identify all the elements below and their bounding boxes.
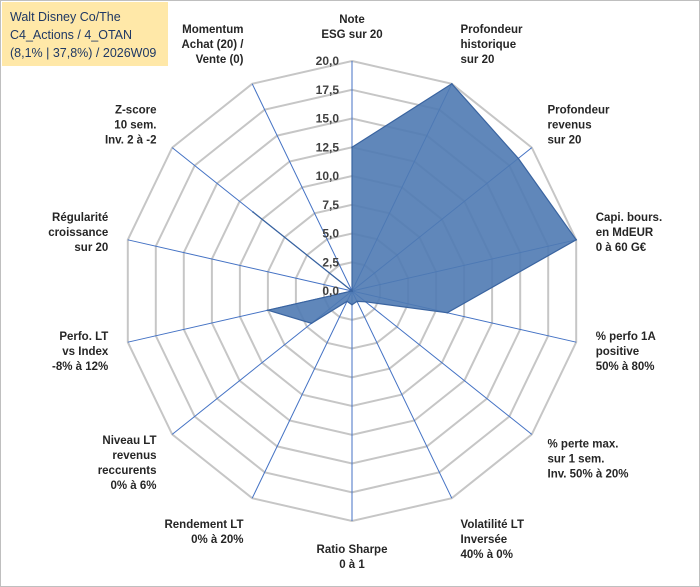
category-label-line: 40% à 0% <box>461 549 513 561</box>
category-label-line: ESG sur 20 <box>321 29 382 41</box>
category-label-line: en MdEUR <box>596 227 654 239</box>
category-label-0: Note ESG sur 20 <box>321 14 382 41</box>
category-label-line: % perte max. <box>548 439 619 451</box>
series-area-0 <box>252 83 578 324</box>
category-label-line: 0 à 1 <box>339 559 365 571</box>
series-point-8 <box>346 300 348 303</box>
tick-label-6: 15,0 <box>316 112 340 126</box>
series-point-9 <box>310 322 313 325</box>
series-point-3 <box>575 239 577 241</box>
category-label-line: 0 à 60 G€ <box>596 242 647 254</box>
category-label-line: Z-score <box>115 104 157 116</box>
category-label-line: Inv. 2 à -2 <box>105 134 157 146</box>
chart-title-line-2: C4_Actions / 4_OTAN <box>10 28 133 42</box>
series-point-12 <box>252 211 254 213</box>
category-label-line: Perfo. LT <box>59 331 108 343</box>
radar-category-labels: Note ESG sur 20 Profondeur historique sur 20… <box>48 14 662 571</box>
category-label-5: % perte max. sur 1 sem. Inv. 50% à 20% <box>548 439 629 481</box>
category-label-10: Perfo. LT vs Index -8% à 12% <box>52 331 109 373</box>
chart-title-box: Walt Disney Co/The C4_Actions / 4_OTAN (… <box>2 2 168 66</box>
category-label-line: sur 1 sem. <box>548 454 605 466</box>
category-label-line: Rendement LT <box>164 519 243 531</box>
tick-label-5: 12,5 <box>316 140 340 154</box>
tick-label-0: 0,0 <box>322 284 339 298</box>
category-label-1: Profondeur historique sur 20 <box>461 24 523 66</box>
category-label-line: sur 20 <box>74 242 108 254</box>
tick-label-3: 7,5 <box>322 198 339 212</box>
category-label-2: Profondeur revenus sur 20 <box>548 104 610 146</box>
category-label-line: 0% à 6% <box>110 480 156 492</box>
category-label-line: Note <box>339 14 365 26</box>
category-label-line: sur 20 <box>548 134 582 146</box>
axis-line-5 <box>351 290 533 435</box>
axis-line-6 <box>351 290 453 499</box>
category-label-line: Inv. 50% à 20% <box>548 469 629 481</box>
category-label-line: croissance <box>48 227 108 239</box>
tick-label-4: 10,0 <box>316 169 340 183</box>
category-label-3: Capi. bours. en MdEUR 0 à 60 G€ <box>596 212 662 254</box>
category-label-line: revenus <box>548 119 592 131</box>
series-point-13 <box>351 290 353 292</box>
category-label-line: reccurents <box>98 465 157 477</box>
category-label-line: Profondeur <box>548 104 610 116</box>
category-label-line: Ratio Sharpe <box>317 544 388 556</box>
category-label-11: Régularité croissance sur 20 <box>48 212 108 254</box>
series-point-6 <box>356 300 358 303</box>
axis-line-8 <box>251 290 353 499</box>
category-label-line: Momentum <box>182 24 243 36</box>
category-label-line: positive <box>596 346 639 358</box>
category-label-line: Profondeur <box>461 24 523 36</box>
radar-tick-labels: 0,0 2,5 5,0 7,5 10,0 12,5 15,0 17,5 20,0 <box>316 54 340 298</box>
category-label-6: Volatilité LT Inversée 40% à 0% <box>461 519 524 561</box>
category-label-line: -8% à 12% <box>52 361 108 373</box>
category-label-line: 0% à 20% <box>191 534 243 546</box>
category-label-12: Z-score 10 sem. Inv. 2 à -2 <box>105 104 157 146</box>
category-label-line: Inversée <box>461 534 508 546</box>
chart-title-line-1: Walt Disney Co/The <box>10 10 121 24</box>
category-label-13: Momentum Achat (20) / Vente (0) <box>182 24 245 66</box>
radar-series <box>252 83 578 325</box>
tick-label-7: 17,5 <box>316 83 340 97</box>
category-label-line: % perfo 1A <box>596 331 656 343</box>
category-label-line: Volatilité LT <box>461 519 524 531</box>
series-point-5 <box>364 301 367 303</box>
series-point-1 <box>451 83 453 85</box>
tick-label-1: 2,5 <box>322 255 339 269</box>
tick-label-8: 20,0 <box>316 54 340 68</box>
series-point-2 <box>517 157 520 160</box>
category-label-4: % perfo 1A positive 50% à 80% <box>596 331 656 373</box>
category-label-line: revenus <box>112 450 156 462</box>
category-label-line: Capi. bours. <box>596 212 662 224</box>
category-label-line: 10 sem. <box>114 119 156 131</box>
category-label-8: Rendement LT 0% à 20% <box>164 519 243 546</box>
category-label-line: Niveau LT <box>102 435 156 447</box>
category-label-line: Vente (0) <box>196 54 244 66</box>
category-label-line: historique <box>461 39 517 51</box>
category-label-line: Achat (20) / <box>182 39 245 51</box>
series-point-0 <box>351 146 353 149</box>
category-label-9: Niveau LT revenus reccurents 0% à 6% <box>98 435 157 492</box>
tick-label-2: 5,0 <box>322 227 339 241</box>
series-point-10 <box>267 309 269 312</box>
chart-title-line-3: (8,1% | 37,8%) / 2026W09 <box>10 46 157 60</box>
category-label-7: Ratio Sharpe 0 à 1 <box>317 544 388 571</box>
category-label-line: 50% à 80% <box>596 361 655 373</box>
category-label-line: Régularité <box>52 212 108 224</box>
category-label-line: sur 20 <box>461 54 495 66</box>
series-point-4 <box>446 312 449 314</box>
axis-line-13 <box>251 83 353 292</box>
category-label-line: vs Index <box>62 346 109 358</box>
axis-line-11 <box>127 239 353 292</box>
series-point-7 <box>351 304 353 306</box>
